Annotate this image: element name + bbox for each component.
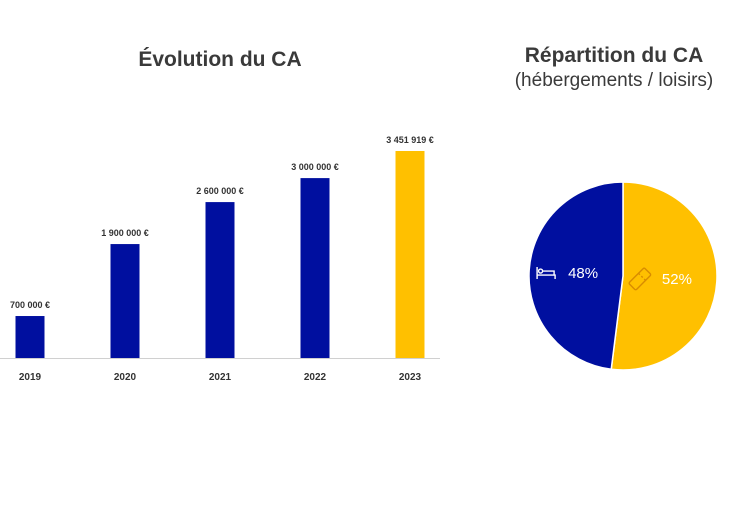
- pie-slice-label: 48%: [568, 265, 598, 282]
- pie-slice-label: 52%: [662, 271, 692, 288]
- x-tick-label: 2020: [114, 372, 137, 383]
- bar-value-label: 1 900 000 €: [101, 228, 149, 238]
- x-tick-label: 2019: [19, 372, 42, 383]
- bar-2019: [15, 316, 45, 358]
- bar-value-label: 3 000 000 €: [291, 162, 339, 172]
- bar-chart-title: Évolution du CA: [138, 48, 302, 71]
- bar-2022: [300, 178, 330, 358]
- x-tick-label: 2022: [304, 372, 327, 383]
- bar-value-label: 2 600 000 €: [196, 186, 244, 196]
- bed-icon: [536, 267, 556, 280]
- ticket-icon: [628, 267, 652, 291]
- bar-2020: [110, 244, 140, 358]
- pie-chart-title: Répartition du CA: [524, 44, 704, 67]
- pie-slice-ticket: [610, 181, 718, 371]
- bar-chart: 700 000 € 2019 1 900 000 € 2020 2 600 000 € 2…: [0, 135, 440, 383]
- pie-chart-subtitle: (hébergements / loisirs): [514, 70, 714, 91]
- pie-slice-label-group: 48%: [536, 265, 598, 282]
- pie-slice-label-group: 52%: [628, 267, 692, 291]
- bar-value-label: 700 000 €: [10, 300, 50, 310]
- bar-value-label: 3 451 919 €: [386, 135, 434, 145]
- x-tick-label: 2023: [399, 372, 422, 383]
- bar-2023: [395, 151, 425, 358]
- bar-2021: [205, 202, 235, 358]
- pie-slice-bed: [528, 181, 624, 371]
- x-tick-label: 2021: [209, 372, 232, 383]
